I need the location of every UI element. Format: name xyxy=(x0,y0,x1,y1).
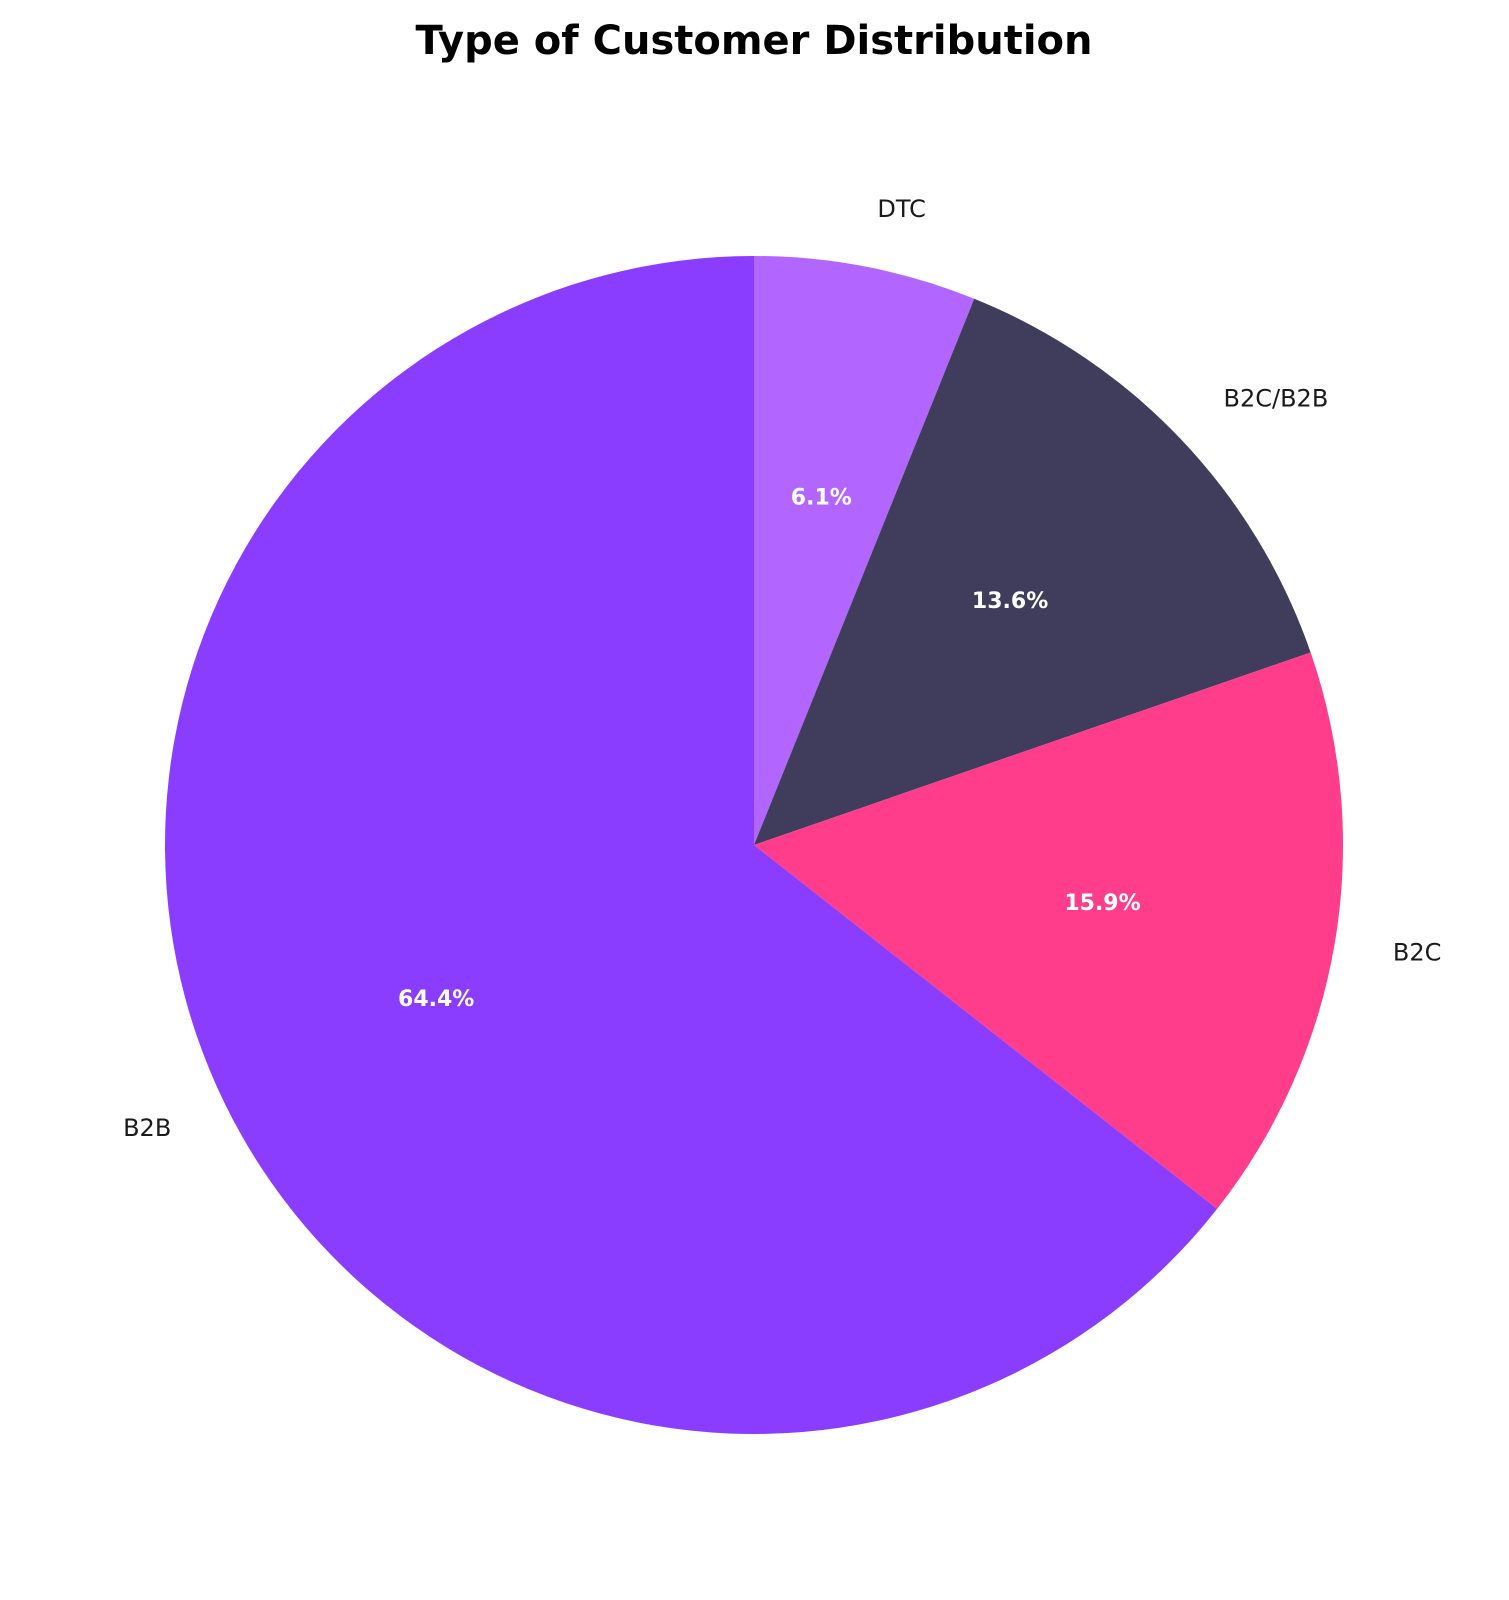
pie-slice-b2c xyxy=(754,652,1343,1209)
category-label-dtc: DTC xyxy=(877,195,926,223)
category-label-b2b: B2B xyxy=(123,1114,171,1142)
percent-label-b2c: 15.9% xyxy=(1064,891,1140,916)
pie-slices xyxy=(164,256,1343,1434)
percent-label-dtc: 6.1% xyxy=(791,486,852,511)
category-label-b2c-b2b: B2C/B2B xyxy=(1224,385,1329,413)
pie-slice-b2c-b2b xyxy=(754,298,1311,846)
pie-slice-b2b xyxy=(164,256,1218,1434)
pie-percent-labels: 6.1% 13.6% 15.9% 64.4% xyxy=(398,486,1141,1012)
pie-category-labels: DTC B2C/B2B B2C B2B xyxy=(123,195,1441,1142)
percent-label-b2b: 64.4% xyxy=(398,987,474,1012)
chart-title: Type of Customer Distribution xyxy=(416,18,1093,64)
category-label-b2c: B2C xyxy=(1393,938,1442,966)
percent-label-b2c-b2b: 13.6% xyxy=(972,589,1048,614)
pie-slice-dtc xyxy=(754,256,975,845)
